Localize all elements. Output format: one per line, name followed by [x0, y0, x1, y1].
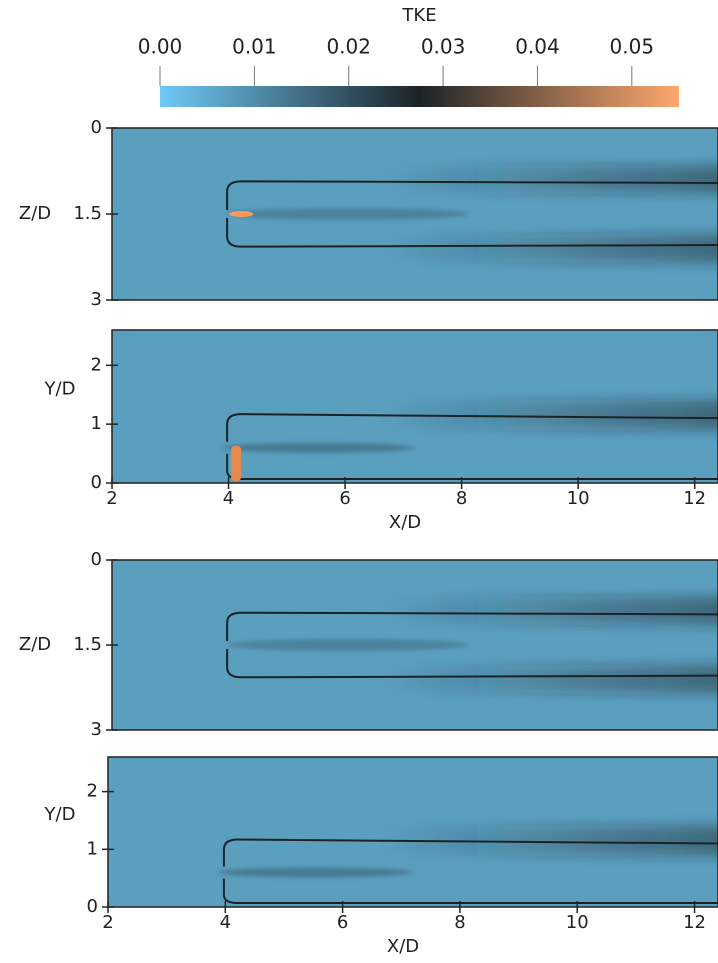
wake-band — [378, 665, 718, 694]
ground-line — [222, 878, 718, 904]
y-tick-label: 1.5 — [73, 634, 102, 655]
wake — [226, 165, 718, 263]
shear-line — [226, 218, 718, 248]
x-tick-label: 12 — [683, 488, 706, 509]
y-axis-label: Z/D — [19, 203, 51, 224]
y-tick-label: 0 — [87, 896, 98, 917]
x-tick-label: 4 — [223, 488, 234, 509]
wake-core — [221, 442, 415, 453]
shear-line — [226, 180, 718, 210]
y-tick-label: 0 — [91, 117, 102, 138]
x-tick-label: 12 — [683, 912, 706, 933]
x-tick-label: 2 — [102, 912, 113, 933]
x-tick-label: 8 — [454, 912, 465, 933]
wake-core — [227, 208, 470, 220]
wake-band — [378, 234, 718, 263]
wake — [217, 825, 718, 904]
wake-core — [217, 867, 413, 878]
x-axis-label: X/D — [389, 512, 421, 533]
y-tick-label: 1 — [87, 838, 98, 859]
colorbar-tick-label: 0.00 — [138, 35, 183, 59]
wake-core — [227, 639, 470, 651]
y-axis-label: Y/D — [44, 379, 76, 400]
x-tick-label: 6 — [337, 912, 348, 933]
shear-line — [226, 649, 718, 679]
colorbar-tick-label: 0.02 — [326, 35, 371, 59]
hub-spot — [231, 445, 242, 481]
x-tick-label: 4 — [220, 912, 231, 933]
colorbar-tick-label: 0.03 — [421, 35, 466, 59]
y-tick-label: 3 — [91, 719, 102, 740]
y-tick-label: 0 — [91, 472, 102, 493]
y-axis-label: Y/D — [44, 804, 76, 825]
colorbar-tick-label: 0.05 — [610, 35, 655, 59]
shear-line — [226, 611, 718, 641]
y-tick-label: 1 — [91, 413, 102, 434]
colorbar — [160, 86, 679, 107]
x-tick-label: 6 — [339, 488, 350, 509]
wake — [226, 596, 718, 694]
y-tick-label: 0 — [91, 549, 102, 570]
frame — [111, 329, 718, 484]
x-tick-label: 2 — [106, 488, 117, 509]
y-axis-label: Z/D — [19, 634, 51, 655]
colorbar-title: TKE — [401, 5, 436, 26]
shear-line — [226, 413, 718, 442]
y-tick-label: 3 — [91, 289, 102, 310]
hub-spot — [229, 211, 254, 217]
y-tick-label: 2 — [91, 354, 102, 375]
y-tick-label: 2 — [87, 781, 98, 802]
x-tick-label: 8 — [456, 488, 467, 509]
wake-band — [378, 596, 718, 625]
ground-line — [226, 453, 718, 480]
wake-band — [378, 165, 718, 194]
shear-line — [222, 838, 718, 867]
x-tick-label: 10 — [567, 488, 590, 509]
colorbar-tick-label: 0.04 — [515, 35, 560, 59]
wake — [221, 400, 718, 481]
x-tick-label: 10 — [566, 912, 589, 933]
frame — [107, 756, 718, 908]
y-tick-label: 1.5 — [73, 203, 102, 224]
colorbar-tick-label: 0.01 — [232, 35, 277, 59]
x-axis-label: X/D — [387, 936, 419, 957]
